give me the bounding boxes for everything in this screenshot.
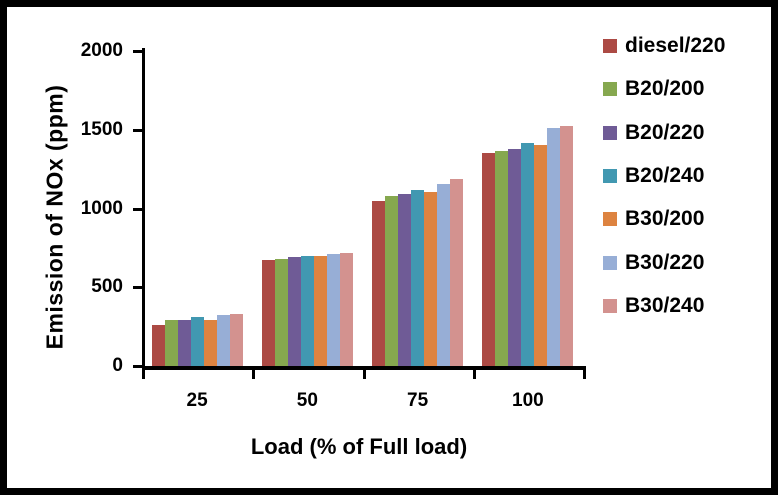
legend-entry-b30-200: B30/200 bbox=[603, 207, 705, 231]
x-category-label: 50 bbox=[296, 390, 318, 411]
bar-b30-240-75 bbox=[450, 179, 464, 366]
bar-b30-240-100 bbox=[560, 126, 574, 366]
legend-swatch-b20-220 bbox=[603, 125, 617, 140]
bar-group-75 bbox=[363, 51, 473, 366]
legend-label: B20/200 bbox=[625, 77, 705, 101]
legend-label: B30/200 bbox=[625, 207, 705, 231]
x-tick-mark bbox=[142, 366, 145, 379]
bar-b20-220-100 bbox=[508, 149, 522, 366]
bar-b30-200-25 bbox=[203, 320, 217, 366]
legend: diesel/220 B20/200 B20/220 B20/240 B30/200 B3… bbox=[603, 7, 771, 488]
legend-swatch-b30-220 bbox=[603, 255, 617, 270]
legend-label: B30/240 bbox=[625, 293, 705, 317]
legend-entry-b30-220: B30/220 bbox=[603, 250, 705, 274]
bar-b20-200-50 bbox=[274, 259, 288, 366]
legend-swatch-b20-240 bbox=[603, 168, 617, 183]
x-tick-mark bbox=[362, 366, 366, 379]
legend-swatch-diesel-220 bbox=[603, 39, 617, 53]
y-tick-label: 1500 bbox=[80, 118, 123, 140]
y-tick-mark bbox=[133, 128, 142, 132]
bar-b30-240-50 bbox=[339, 253, 353, 366]
bar-b20-200-75 bbox=[385, 196, 399, 366]
legend-entry-b20-220: B20/220 bbox=[603, 120, 705, 144]
legend-entry-b30-240: B30/240 bbox=[603, 293, 705, 317]
bar-b30-200-50 bbox=[313, 256, 327, 366]
legend-label: B20/220 bbox=[625, 120, 705, 144]
legend-label: diesel/220 bbox=[625, 34, 726, 57]
x-category-label: 25 bbox=[186, 390, 208, 411]
legend-swatch-b20-200 bbox=[603, 82, 617, 97]
y-tick-label: 1000 bbox=[80, 197, 123, 219]
bar-b30-240-25 bbox=[229, 314, 243, 366]
bar-group-25 bbox=[142, 51, 252, 366]
y-tick-mark bbox=[133, 50, 142, 53]
y-tick-mark bbox=[133, 365, 142, 368]
x-tick-mark bbox=[583, 366, 586, 379]
bar-b20-200-25 bbox=[164, 320, 178, 366]
bar-diesel-220-100 bbox=[482, 153, 496, 366]
legend-label: B30/220 bbox=[625, 250, 705, 274]
bar-b20-220-25 bbox=[177, 320, 191, 366]
x-tick-mark bbox=[472, 366, 476, 379]
bar-b30-220-75 bbox=[437, 184, 451, 366]
y-tick-mark bbox=[133, 207, 142, 211]
bar-diesel-220-25 bbox=[151, 325, 165, 366]
bar-b20-240-100 bbox=[521, 143, 535, 366]
bar-diesel-220-50 bbox=[261, 260, 275, 366]
bar-group-100 bbox=[473, 51, 583, 366]
bar-b30-200-100 bbox=[534, 145, 548, 366]
x-axis-title: Load (% of Full load) bbox=[250, 434, 468, 459]
bar-group-50 bbox=[252, 51, 362, 366]
legend-entry-diesel-220: diesel/220 bbox=[603, 34, 726, 57]
y-tick-label: 500 bbox=[91, 276, 123, 298]
legend-swatch-b30-200 bbox=[603, 212, 617, 227]
bar-b30-220-50 bbox=[326, 254, 340, 366]
bar-b30-200-75 bbox=[424, 192, 438, 366]
y-tick-label: 2000 bbox=[80, 40, 123, 61]
bar-b20-240-25 bbox=[190, 317, 204, 366]
legend-swatch-b30-240 bbox=[603, 298, 617, 313]
bar-b20-240-75 bbox=[411, 190, 425, 366]
bar-diesel-220-75 bbox=[372, 201, 386, 366]
y-axis-line bbox=[142, 48, 145, 370]
x-category-label: 75 bbox=[407, 390, 429, 411]
bar-b30-220-25 bbox=[216, 315, 230, 366]
bar-b20-240-50 bbox=[300, 256, 314, 366]
y-tick-label: 0 bbox=[112, 355, 123, 376]
bar-b20-220-75 bbox=[398, 194, 412, 366]
x-category-label: 100 bbox=[512, 390, 544, 411]
bar-b20-200-100 bbox=[495, 151, 509, 366]
x-tick-mark bbox=[252, 366, 256, 379]
bar-b30-220-100 bbox=[547, 128, 561, 366]
legend-entry-b20-240: B20/240 bbox=[603, 163, 705, 187]
y-tick-mark bbox=[133, 286, 142, 290]
legend-entry-b20-200: B20/200 bbox=[603, 77, 705, 101]
legend-label: B20/240 bbox=[625, 163, 705, 187]
bar-b20-220-50 bbox=[287, 257, 301, 366]
